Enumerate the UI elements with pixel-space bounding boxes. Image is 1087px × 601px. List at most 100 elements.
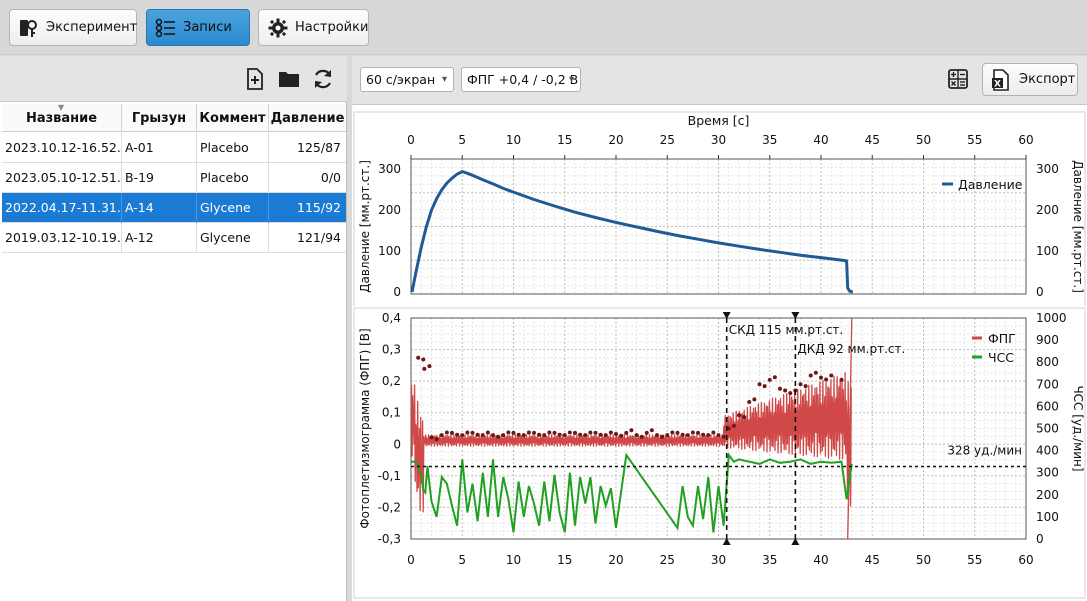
peak-point [757,382,762,387]
sort-arrow-icon: ▼ [58,103,65,112]
y-right-tick-label: 0 [1036,532,1044,546]
peak-point [701,432,706,437]
x-tick-label: 40 [813,553,828,567]
peak-point [475,432,480,437]
x-tick-label: 5 [458,553,466,567]
y-right-tick-label: 100 [1036,510,1059,524]
y-tick-label: -0,3 [378,532,401,546]
peak-point [557,432,562,437]
export-label: Экспорт [1019,72,1076,87]
peak-point [696,430,700,435]
refresh-icon[interactable] [311,67,335,91]
peak-point [675,430,680,435]
column-header-comment[interactable]: Коммент [197,104,269,132]
peak-point [521,433,526,438]
peak-point [629,428,634,433]
y-axis-label: Давление [мм.рт.ст.] [358,160,372,293]
peak-point [460,433,465,438]
chart-panel: 60 с/экран ▾ ФПГ +0,4 / -0,2 В ▾ X Экспорт… [352,56,1087,601]
marker-handle-bottom [722,538,731,545]
x-tick-label: 5 [458,133,466,147]
peak-point [465,430,470,435]
peak-point [721,434,726,439]
x-tick-label: 45 [865,553,880,567]
y-right-tick-label: 100 [1036,244,1059,258]
y-tick-label: -0,1 [378,469,401,483]
experiment-button[interactable]: Эксперимент [9,9,137,46]
peak-point [614,432,618,437]
column-header-pressure[interactable]: Давление [270,111,345,126]
peak-point [839,377,844,382]
peak-point [511,430,516,435]
peak-point [829,373,834,378]
peak-point [439,433,444,438]
records-icon [155,17,177,39]
peak-point [690,430,695,435]
peak-point [593,430,598,435]
hr-series-line [411,452,853,533]
peak-point [532,430,536,435]
time-scale-select[interactable]: 60 с/экран ▾ [360,67,454,92]
cell-pressure: 115/92 [297,200,341,215]
column-header-name[interactable]: ▼ Название [2,104,122,132]
y-right-tick-label: 300 [1036,466,1059,480]
peak-point [552,430,557,435]
cell-pressure: 125/87 [297,140,341,155]
column-header-rodent[interactable]: Грызун [122,104,197,132]
peak-point [649,428,654,433]
cell-pressure: 121/94 [297,230,341,245]
x-tick-label: 35 [762,133,777,147]
peak-point [660,434,665,439]
peak-point [491,433,495,438]
peak-point [526,430,531,435]
peak-point [588,430,593,435]
x-tick-label: 25 [660,133,675,147]
x-tick-label: 35 [762,553,777,567]
peak-point [434,437,439,442]
y-right-tick-label: 300 [1036,162,1059,176]
y-right-tick-label: 200 [1036,488,1059,502]
peak-point [716,433,721,438]
export-button[interactable]: X Экспорт [982,63,1078,96]
y-right-tick-label: 500 [1036,422,1059,436]
y-right-tick-label: 900 [1036,333,1059,347]
folder-icon[interactable] [277,67,301,91]
cell-name: 2023.05.10-12.51.03 [2,163,122,193]
calculator-icon[interactable] [947,68,969,90]
y-right-axis-label: Давление [мм.рт.ст.] [1071,160,1085,293]
peak-point [665,433,670,438]
chevron-down-icon: ▾ [441,74,447,85]
chevron-down-icon: ▾ [568,74,574,85]
peak-point [598,432,603,437]
x-tick-label: 25 [660,553,675,567]
x-tick-label: 55 [967,553,982,567]
y-tick-label: 0 [393,285,401,299]
x-tick-label: 50 [916,553,931,567]
ppg-series-line [410,317,853,540]
peak-point [427,364,432,369]
excel-file-icon: X [991,68,1011,91]
peak-point [685,433,690,438]
peak-point [496,434,501,439]
peak-point [547,430,552,435]
peak-point [680,432,685,437]
peak-point [608,430,613,435]
peak-point [644,430,649,435]
peak-point [422,366,427,371]
records-button[interactable]: Записи [146,9,250,46]
add-file-icon[interactable] [243,67,267,91]
peak-point [416,355,421,360]
peak-point [624,430,629,435]
cell-rodent: A-12 [122,223,197,253]
svg-text:X: X [994,79,1001,89]
peak-point [747,399,752,404]
threshold-label: 328 уд./мин [947,444,1022,458]
settings-button[interactable]: Настройки [258,9,369,46]
ppg-hr-chart: 0 5 10 15 20 25 30 35 40 45 50 55 60 -0,3 -0,2 -0,1 0 0,1… [352,306,1087,601]
peak-point [803,384,808,389]
ppg-range-select[interactable]: ФПГ +0,4 / -0,2 В ▾ [461,67,581,92]
